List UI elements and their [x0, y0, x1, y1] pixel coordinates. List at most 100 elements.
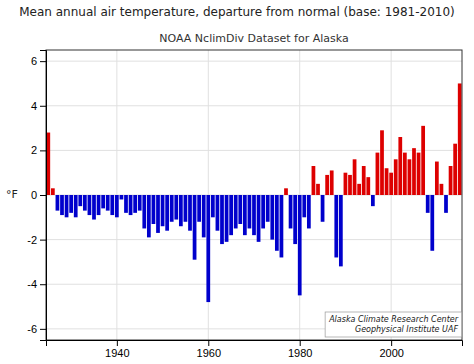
annotation-text: Alaska Climate Research CenterGeophysica…	[328, 315, 459, 334]
tick: -4	[27, 278, 46, 290]
bar	[430, 195, 434, 251]
tick: 0	[31, 189, 46, 201]
tick-mark	[40, 240, 46, 241]
bar	[51, 188, 55, 195]
bar	[398, 137, 402, 195]
bar	[170, 195, 174, 222]
bar	[325, 175, 329, 195]
annotation-line: Geophysical Institute UAF	[355, 325, 458, 334]
tick: 2	[31, 144, 46, 156]
bar	[284, 188, 288, 195]
tick-label: 6	[31, 55, 37, 67]
bar	[229, 195, 233, 235]
bar	[92, 195, 96, 220]
bar	[357, 184, 361, 195]
bar	[435, 162, 439, 195]
tick-mark	[40, 329, 46, 330]
bar	[206, 195, 210, 302]
bar	[298, 195, 302, 295]
grid-line	[46, 239, 462, 240]
tick-label: -2	[27, 234, 37, 246]
bar	[321, 195, 325, 222]
bar	[408, 159, 412, 195]
bar	[174, 195, 178, 220]
bar	[380, 130, 384, 195]
annotation: Alaska Climate Research CenterGeophysica…	[325, 312, 462, 337]
grid-line	[46, 61, 462, 62]
bar	[129, 195, 133, 215]
bar	[115, 195, 119, 217]
bar	[403, 153, 407, 195]
bar	[133, 195, 137, 213]
bar	[156, 195, 160, 233]
bar	[60, 195, 64, 215]
bar	[417, 153, 421, 195]
bar	[394, 159, 398, 195]
tick-label: 2000	[379, 347, 403, 359]
y-axis: -6-4-20246	[27, 51, 46, 341]
bar	[353, 159, 357, 195]
bar	[179, 195, 183, 226]
bar	[184, 195, 188, 222]
bar	[56, 195, 60, 211]
bar	[69, 195, 73, 213]
bar	[110, 195, 114, 215]
bar	[220, 195, 224, 244]
plot-frame	[46, 50, 462, 340]
bar	[252, 195, 256, 235]
y-axis-label: °F	[6, 188, 18, 201]
bar	[362, 166, 366, 195]
tick-mark	[40, 195, 46, 196]
bar	[225, 195, 229, 242]
tick-label: 0	[31, 189, 37, 201]
tick-mark	[117, 340, 118, 346]
bar	[257, 195, 261, 242]
tick-mark	[40, 150, 46, 151]
tick: -2	[27, 234, 46, 246]
bar	[302, 195, 306, 217]
bar	[88, 195, 92, 215]
bar	[371, 195, 375, 206]
bar	[74, 195, 78, 217]
bar	[280, 195, 284, 257]
tick-label: 2	[31, 144, 37, 156]
bar	[270, 195, 274, 240]
bar	[147, 195, 151, 237]
bar	[316, 184, 320, 195]
bar	[161, 195, 165, 226]
bar	[275, 195, 279, 251]
grid-line	[46, 284, 462, 285]
bar	[106, 195, 110, 211]
bar	[334, 195, 338, 257]
bar	[165, 195, 169, 231]
tick: 1940	[105, 340, 129, 359]
bar	[234, 195, 238, 228]
tick-mark	[208, 340, 209, 346]
title: Mean annual air temperature, departure f…	[19, 5, 455, 19]
bar	[101, 195, 105, 208]
grid	[46, 50, 462, 340]
annotation-box	[325, 312, 462, 337]
bar	[421, 126, 425, 195]
bar	[78, 195, 82, 206]
bar	[389, 173, 393, 195]
tick-label: 1940	[105, 347, 129, 359]
bar	[312, 166, 316, 195]
bar	[348, 175, 352, 195]
bar	[202, 195, 206, 237]
bar	[120, 195, 124, 199]
bar	[444, 195, 448, 213]
tick: 6	[31, 55, 46, 67]
bar	[412, 148, 416, 195]
tick: 2000	[379, 340, 403, 359]
axis-line	[40, 51, 47, 341]
bar	[193, 195, 197, 260]
bar	[243, 195, 247, 235]
bar	[449, 166, 453, 195]
tick: 4	[31, 100, 46, 112]
tick: 1980	[288, 340, 312, 359]
tick-mark	[40, 106, 46, 107]
bar	[197, 195, 201, 222]
subtitle: NOAA NclimDiv Dataset for Alaska	[159, 32, 348, 45]
tick: 1960	[197, 340, 221, 359]
